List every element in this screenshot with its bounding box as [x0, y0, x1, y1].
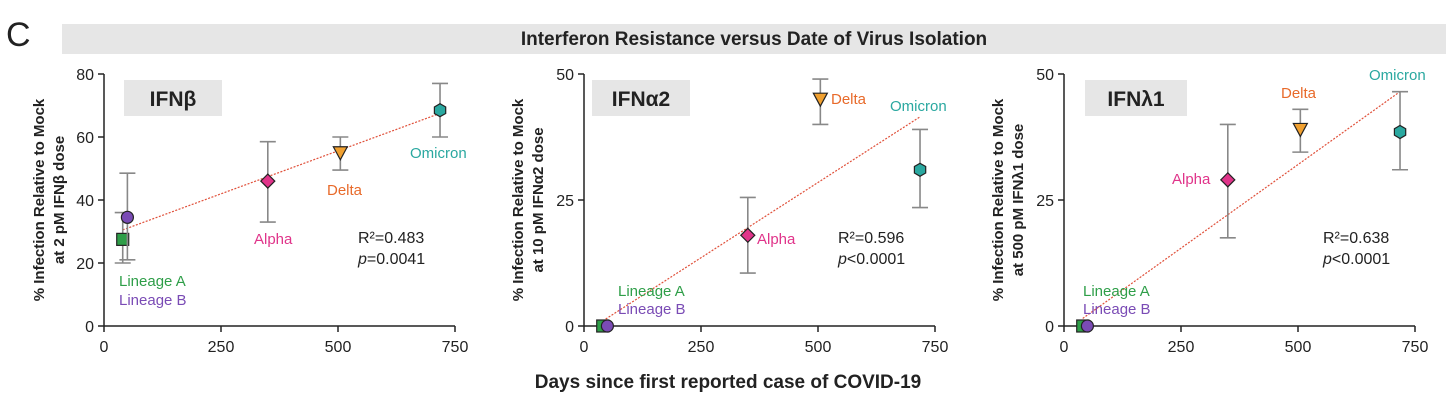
data-point-lineage-b: [1080, 319, 1095, 333]
data-point-omicron: [1393, 124, 1407, 140]
variant-label-alpha: Alpha: [254, 231, 293, 248]
y-tick-label: 0: [85, 319, 94, 336]
stat-p-symbol: p: [357, 251, 367, 268]
data-point-lineage-a: [116, 232, 130, 246]
x-tick-label: 0: [1060, 339, 1069, 356]
variant-label-alpha: Alpha: [1172, 171, 1211, 188]
chart-panel-2: 0 250 500 750 0 25 50 % Infection Relative to M…: [510, 67, 948, 356]
stat-p-value: p<0.0001: [837, 251, 905, 268]
variant-label-delta: Delta: [1281, 85, 1317, 102]
variant-label-lineage-a: Lineage A: [1083, 283, 1150, 300]
variant-label-lineage-b: Lineage B: [1083, 301, 1151, 318]
x-tick-label: 0: [580, 339, 589, 356]
stat-p-symbol: p: [1322, 251, 1332, 268]
y-tick-label: 20: [76, 256, 94, 273]
shared-x-axis-label: Days since first reported case of COVID-…: [534, 372, 922, 393]
y-axis-label-line-2: at 10 pM IFNα2 dose: [530, 127, 547, 272]
stat-r-squared: R²=0.596: [838, 230, 904, 247]
data-point-delta: [1292, 122, 1309, 138]
regression-fit-line: [122, 112, 441, 231]
stat-p-number: <0.0001: [1332, 251, 1390, 268]
data-point-lineage-b: [120, 210, 135, 224]
y-axis-label-line-1: % Infection Relative to Mock: [990, 98, 1007, 301]
y-tick-label: 50: [556, 67, 574, 84]
y-tick-label: 80: [76, 67, 94, 84]
chart-panel-1: 0 250 500 750 0 20 40 60 80 % Infection Relative …: [31, 67, 468, 356]
data-point-alpha: [1219, 171, 1236, 188]
figure-title: Interferon Resistance versus Date of Vir…: [520, 29, 988, 50]
y-tick-label: 0: [1045, 319, 1054, 336]
data-point-alpha: [259, 173, 276, 189]
data-point-alpha: [739, 227, 756, 244]
y-tick-label: 0: [565, 319, 574, 336]
x-tick-label: 500: [325, 339, 352, 356]
panel-label: IFNβ: [150, 88, 197, 111]
chart-panel-3: 0 250 500 750 0 25 50 % Infection Relative to M…: [990, 67, 1428, 356]
y-axis-label-line-2: at 2 pM IFNβ dose: [51, 136, 68, 264]
x-tick-label: 750: [922, 339, 949, 356]
y-tick-label: 25: [1036, 193, 1054, 210]
variant-label-lineage-b: Lineage B: [618, 301, 686, 318]
data-point-omicron: [433, 103, 447, 118]
variant-label-alpha: Alpha: [757, 231, 796, 248]
x-tick-label: 750: [442, 339, 469, 356]
stat-r-squared: R²=0.638: [1323, 230, 1389, 247]
y-axis-label-line-1: % Infection Relative to Mock: [31, 98, 48, 301]
variant-label-delta: Delta: [831, 91, 867, 108]
x-tick-label: 500: [805, 339, 832, 356]
stat-p-number: <0.0001: [847, 251, 905, 268]
y-tick-label: 60: [76, 130, 94, 147]
variant-label-omicron: Omicron: [1369, 67, 1426, 84]
stat-p-value: p=0.0041: [357, 251, 425, 268]
x-tick-label: 250: [688, 339, 715, 356]
panel-label: IFNλ1: [1107, 88, 1165, 111]
variant-label-lineage-a: Lineage A: [119, 273, 186, 290]
variant-label-omicron: Omicron: [410, 145, 467, 162]
data-point-delta: [812, 92, 829, 108]
variant-label-delta: Delta: [327, 182, 363, 199]
y-tick-label: 25: [556, 193, 574, 210]
panel-label: IFNα2: [612, 88, 670, 111]
stat-p-symbol: p: [837, 251, 847, 268]
stat-r-squared: R²=0.483: [358, 230, 424, 247]
panel-letter: C: [6, 16, 31, 54]
x-tick-label: 0: [100, 339, 109, 356]
stat-p-value: p<0.0001: [1322, 251, 1390, 268]
variant-label-lineage-b: Lineage B: [119, 292, 187, 309]
panel-label-box: [1085, 80, 1187, 116]
x-tick-label: 500: [1285, 339, 1312, 356]
data-point-lineage-b: [600, 319, 615, 333]
x-tick-label: 750: [1402, 339, 1429, 356]
data-point-delta: [332, 146, 349, 162]
x-tick-label: 250: [1168, 339, 1195, 356]
y-tick-label: 50: [1036, 67, 1054, 84]
data-point-omicron: [913, 162, 927, 177]
figure-title-bar: Interferon Resistance versus Date of Vir…: [62, 24, 1446, 54]
variant-label-lineage-a: Lineage A: [618, 283, 685, 300]
panel-label-box: [592, 80, 690, 116]
stat-p-number: =0.0041: [367, 251, 425, 268]
panel-label-box: [124, 80, 222, 116]
variant-label-omicron: Omicron: [890, 98, 947, 115]
y-axis-label-line-2: at 500 pM IFNλ1 dose: [1010, 124, 1027, 277]
y-tick-label: 40: [76, 193, 94, 210]
y-axis-label-line-1: % Infection Relative to Mock: [510, 98, 527, 301]
x-tick-label: 250: [208, 339, 235, 356]
